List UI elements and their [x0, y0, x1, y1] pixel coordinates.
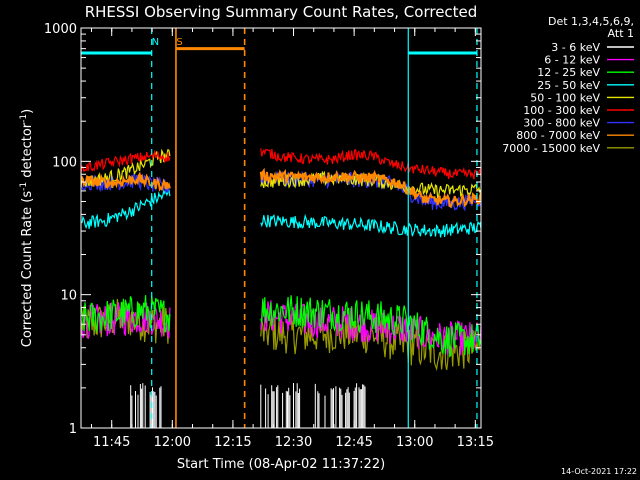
series-line-800-7000-kev-seg2 [259, 167, 481, 209]
series-line-3-6-kev-burst-3 [314, 383, 366, 428]
legend-label-12-25-kev: 12 - 25 keV [537, 66, 600, 79]
legend-label-50-100-kev: 50 - 100 keV [530, 91, 600, 104]
y-tick-label-1: 1 [69, 422, 77, 437]
legend-label-300-800-kev: 300 - 800 keV [523, 117, 600, 130]
plot-frame [80, 27, 482, 429]
legend-header-attenuator: Att 1 [608, 27, 634, 40]
series-line-25-50-kev-seg1 [81, 188, 171, 230]
x-tick-label-4: 12:30 [275, 435, 312, 450]
series-line-800-7000-kev-seg1 [81, 171, 171, 192]
y-tick-label-3: 100 [52, 155, 77, 170]
chart-title: RHESSI Observing Summary Count Rates, Co… [85, 3, 478, 21]
series-line-12-25-kev-seg1 [81, 295, 171, 333]
x-tick-label-5: 12:45 [335, 435, 372, 450]
legend-label-6-12-kev: 6 - 12 keV [544, 54, 600, 67]
marker-label-n: N [152, 37, 159, 48]
y-tick-label-4: 1000 [44, 22, 77, 37]
marker-label-s: S [176, 37, 182, 48]
x-tick-label-7: 13:15 [457, 435, 494, 450]
series-line-3-6-kev-burst-1 [130, 383, 162, 428]
legend-label-3-6-kev: 3 - 6 keV [551, 41, 600, 54]
series-line-100-300-kev-seg2 [260, 148, 481, 180]
legend-label-25-50-kev: 25 - 50 keV [537, 79, 600, 92]
legend-header-detectors: Det 1,3,4,5,6,9, [548, 15, 634, 28]
legend-label-800-7000-kev: 800 - 7000 keV [516, 129, 600, 142]
y-tick-label-2: 10 [60, 289, 77, 304]
series-line-25-50-kev-seg2 [260, 213, 481, 238]
x-tick-label-6: 13:00 [396, 435, 433, 450]
series-line-3-6-kev-burst-2 [260, 383, 301, 428]
footer-timestamp: 14-Oct-2021 17:22 [561, 467, 637, 476]
x-tick-label-1: 11:45 [93, 435, 130, 450]
y-axis-label: Corrected Count Rate (s-1 detector-1) [19, 109, 35, 347]
legend-label-100-300-kev: 100 - 300 keV [523, 104, 600, 117]
legend-label-7000-15000-kev: 7000 - 15000 keV [502, 142, 600, 155]
x-tick-label-2: 12:00 [154, 435, 191, 450]
x-tick-label-3: 12:15 [214, 435, 251, 450]
x-axis-label: Start Time (08-Apr-02 11:37:22) [177, 457, 385, 472]
series-line-12-25-kev-seg2 [260, 295, 481, 358]
series-line-100-300-kev-seg1 [81, 149, 171, 174]
